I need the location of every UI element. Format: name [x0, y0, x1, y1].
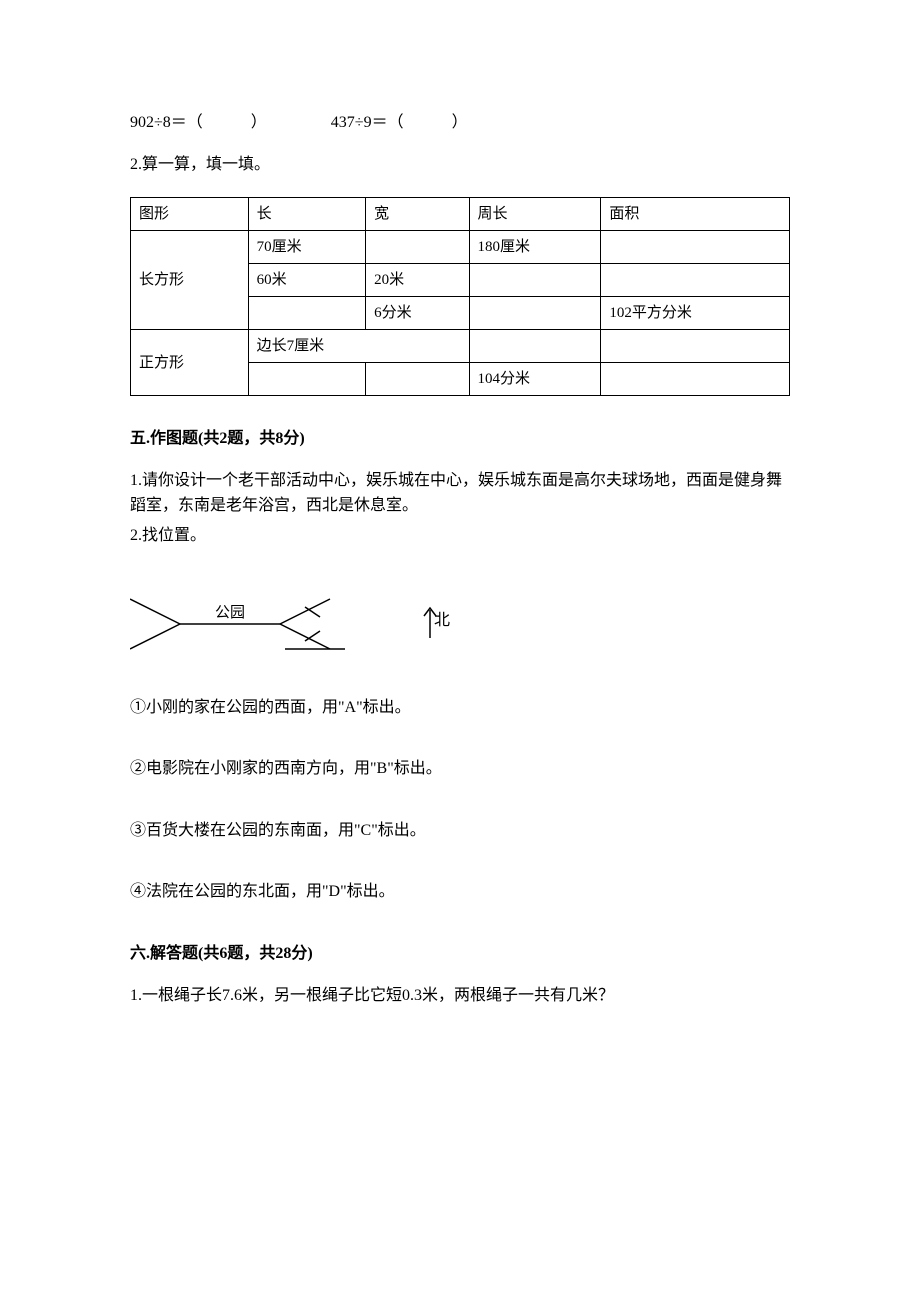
north-indicator: 北	[410, 604, 450, 634]
diagram-wrap: 公园 北	[130, 579, 790, 659]
section5-subq2: ②电影院在小刚家的西南方向，用"B"标出。	[130, 756, 790, 782]
cell	[601, 363, 790, 396]
th-perimeter: 周长	[469, 198, 601, 231]
equation-1: 902÷8＝（ ）	[130, 110, 267, 136]
table-row: 正方形 边长7厘米	[131, 330, 790, 363]
section6-q1: 1.一根绳子长7.6米，另一根绳子比它短0.3米，两根绳子一共有几米？	[130, 983, 790, 1009]
cell: 正方形	[131, 330, 249, 396]
cell: 70厘米	[248, 231, 366, 264]
q2-intro: 2.算一算，填一填。	[130, 152, 790, 178]
cell: 60米	[248, 264, 366, 297]
cell	[366, 363, 469, 396]
park-diagram: 公园	[130, 579, 350, 659]
th-length: 长	[248, 198, 366, 231]
cell: 180厘米	[469, 231, 601, 264]
cell	[601, 264, 790, 297]
section5-subq3: ③百货大楼在公园的东南面，用"C"标出。	[130, 818, 790, 844]
cell: 102平方分米	[601, 297, 790, 330]
cell: 20米	[366, 264, 469, 297]
north-label: 北	[434, 608, 450, 634]
section5-subq1: ①小刚的家在公园的西面，用"A"标出。	[130, 695, 790, 721]
cell	[469, 264, 601, 297]
cell: 6分米	[366, 297, 469, 330]
cell	[248, 297, 366, 330]
section5-subq4: ④法院在公园的东北面，用"D"标出。	[130, 879, 790, 905]
th-shape: 图形	[131, 198, 249, 231]
cell	[469, 330, 601, 363]
section5-q1: 1.请你设计一个老干部活动中心，娱乐城在中心，娱乐城东面是高尔夫球场地，西面是健…	[130, 468, 790, 519]
cell	[601, 330, 790, 363]
table-row: 长方形 70厘米 180厘米	[131, 231, 790, 264]
data-table: 图形 长 宽 周长 面积 长方形 70厘米 180厘米 60米 20米 6分米 …	[130, 197, 790, 396]
cell	[248, 363, 366, 396]
equation-line: 902÷8＝（ ） 437÷9＝（ ）	[130, 110, 790, 136]
cell	[601, 231, 790, 264]
cell	[366, 231, 469, 264]
cell	[469, 297, 601, 330]
section6-heading: 六.解答题(共6题，共28分)	[130, 941, 790, 967]
diagram-label: 公园	[215, 604, 245, 621]
equation-2: 437÷9＝（ ）	[331, 110, 468, 136]
section5-heading: 五.作图题(共2题，共8分)	[130, 426, 790, 452]
table-header-row: 图形 长 宽 周长 面积	[131, 198, 790, 231]
th-area: 面积	[601, 198, 790, 231]
cell: 边长7厘米	[248, 330, 469, 363]
th-width: 宽	[366, 198, 469, 231]
cell: 104分米	[469, 363, 601, 396]
section5-q2: 2.找位置。	[130, 523, 790, 549]
cell: 长方形	[131, 231, 249, 330]
